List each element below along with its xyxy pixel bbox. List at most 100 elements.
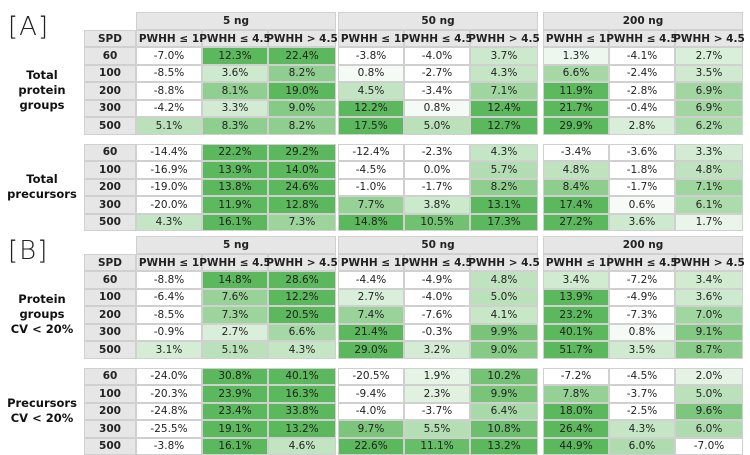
table-cell: -3.4% xyxy=(543,144,609,162)
table-cell: 11.9% xyxy=(543,82,609,100)
panel-label: [B] xyxy=(8,236,48,266)
table-cell: 5.1% xyxy=(202,341,268,359)
table-cell: 2.3% xyxy=(404,385,470,403)
amount-header: 5 ng xyxy=(136,12,336,30)
table-cell: -8.8% xyxy=(136,271,202,289)
table-cell: -7.0% xyxy=(136,47,202,65)
table-cell: -4.0% xyxy=(338,403,404,421)
table-cell: 6.6% xyxy=(268,324,336,342)
table-cell: 3.3% xyxy=(675,144,743,162)
table-cell: -7.2% xyxy=(543,368,609,386)
table-cell: 2.8% xyxy=(609,117,675,135)
spd-value: 200 xyxy=(84,403,136,421)
table-cell: 9.9% xyxy=(470,324,538,342)
table-cell: 3.2% xyxy=(404,341,470,359)
table-cell: 14.8% xyxy=(202,271,268,289)
group-label-line: Total xyxy=(26,172,57,187)
table-cell: -3.7% xyxy=(404,403,470,421)
spd-value: 200 xyxy=(84,179,136,197)
column-header: PWHH > 4.5 xyxy=(675,30,743,47)
table-cell: -3.6% xyxy=(609,144,675,162)
table-cell: 19.1% xyxy=(202,420,268,438)
table-cell: 6.1% xyxy=(675,196,743,214)
table-cell: 13.9% xyxy=(543,289,609,307)
table-cell: 5.0% xyxy=(404,117,470,135)
table-cell: 13.9% xyxy=(202,161,268,179)
table-cell: -3.4% xyxy=(404,82,470,100)
table-cell: 16.1% xyxy=(202,214,268,232)
table-cell: 17.5% xyxy=(338,117,404,135)
table-cell: -4.0% xyxy=(404,289,470,307)
table-cell: -7.2% xyxy=(609,271,675,289)
column-header: PWHH ≤ 4.5 xyxy=(404,254,470,271)
table-cell: 13.2% xyxy=(268,420,336,438)
table-cell: 4.3% xyxy=(268,341,336,359)
table-cell: 2.7% xyxy=(202,324,268,342)
table-cell: 5.0% xyxy=(470,289,538,307)
column-header: PWHH ≤ 4.5 xyxy=(404,30,470,47)
table-cell: 4.3% xyxy=(136,214,202,232)
table-cell: 17.4% xyxy=(543,196,609,214)
table-cell: 12.2% xyxy=(338,100,404,118)
table-cell: 6.0% xyxy=(675,420,743,438)
table-cell: 3.5% xyxy=(609,341,675,359)
table-cell: 4.8% xyxy=(543,161,609,179)
table-cell: 8.4% xyxy=(543,179,609,197)
spd-value: 500 xyxy=(84,214,136,232)
table-cell: 14.0% xyxy=(268,161,336,179)
table-cell: -7.0% xyxy=(675,438,743,455)
table-cell: 1.3% xyxy=(543,47,609,65)
table-cell: -24.8% xyxy=(136,403,202,421)
table-cell: 3.4% xyxy=(675,271,743,289)
table-cell: -4.0% xyxy=(404,47,470,65)
table-cell: 13.2% xyxy=(470,438,538,455)
table-cell: 23.2% xyxy=(543,306,609,324)
table-cell: -2.4% xyxy=(609,65,675,83)
table-cell: 7.4% xyxy=(338,306,404,324)
table-cell: -14.4% xyxy=(136,144,202,162)
table-cell: -8.5% xyxy=(136,306,202,324)
table-cell: 17.3% xyxy=(470,214,538,232)
table-cell: -8.8% xyxy=(136,82,202,100)
table-cell: -24.0% xyxy=(136,368,202,386)
spd-value: 200 xyxy=(84,306,136,324)
table-cell: 21.4% xyxy=(338,324,404,342)
column-header: PWHH ≤ 1 xyxy=(136,254,202,271)
table-cell: 9.0% xyxy=(470,341,538,359)
table-cell: -19.0% xyxy=(136,179,202,197)
table-cell: -3.7% xyxy=(609,385,675,403)
table-cell: 13.8% xyxy=(202,179,268,197)
table-cell: 3.6% xyxy=(202,65,268,83)
table-cell: -7.3% xyxy=(609,306,675,324)
table-cell: 8.1% xyxy=(202,82,268,100)
table-cell: 8.3% xyxy=(202,117,268,135)
spd-header: SPD xyxy=(84,30,136,47)
table-cell: 9.0% xyxy=(268,100,336,118)
amount-header: 50 ng xyxy=(338,12,538,30)
table-cell: 7.8% xyxy=(543,385,609,403)
table-cell: 3.3% xyxy=(202,100,268,118)
table-cell: 13.1% xyxy=(470,196,538,214)
table-cell: 0.0% xyxy=(404,161,470,179)
table-cell: 8.7% xyxy=(675,341,743,359)
group-label-line: groups xyxy=(19,98,64,113)
group-label-line: CV < 20% xyxy=(11,322,74,337)
column-header: PWHH ≤ 4.5 xyxy=(609,30,675,47)
table-cell: 28.6% xyxy=(268,271,336,289)
table-cell: 8.2% xyxy=(268,117,336,135)
table-cell: 10.2% xyxy=(470,368,538,386)
table-cell: -1.0% xyxy=(338,179,404,197)
table-cell: -0.4% xyxy=(609,100,675,118)
table-cell: -0.9% xyxy=(136,324,202,342)
table-cell: 0.8% xyxy=(404,100,470,118)
column-header: PWHH ≤ 1 xyxy=(543,254,609,271)
table-cell: 14.8% xyxy=(338,214,404,232)
column-header: PWHH ≤ 4.5 xyxy=(202,254,268,271)
table-cell: 8.2% xyxy=(268,65,336,83)
table-cell: 3.8% xyxy=(404,196,470,214)
table-cell: -20.3% xyxy=(136,385,202,403)
spd-value: 100 xyxy=(84,65,136,83)
table-cell: 6.4% xyxy=(470,403,538,421)
